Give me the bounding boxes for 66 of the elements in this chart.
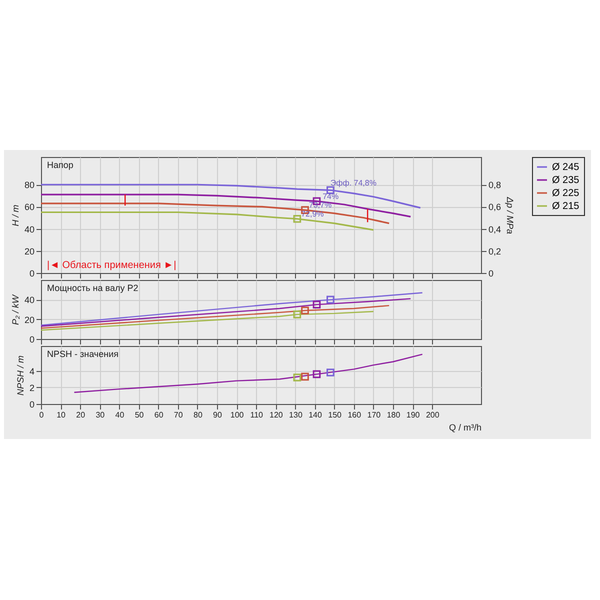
x-axis-title: Q / m³/h — [448, 422, 482, 432]
x-tick-label: 190 — [406, 410, 420, 420]
y-tick-label: 20 — [24, 246, 34, 256]
y-tick-label: 0 — [29, 334, 34, 344]
x-tick-label: 200 — [426, 410, 440, 420]
y2-tick-label: 0,6 — [488, 202, 502, 212]
line-series — [40, 304, 390, 329]
annotation: |◄ Область применения ►| — [47, 260, 176, 271]
y-tick-label: 0 — [29, 268, 34, 278]
annotation: 74% — [322, 192, 339, 201]
legend-label: Ø 235 — [552, 175, 580, 186]
y-axis-title: NPSH / m — [15, 355, 26, 396]
x-tick-label: 170 — [367, 410, 382, 420]
x-tick-label: 70 — [174, 410, 184, 420]
x-tick-label: 130 — [289, 410, 303, 420]
y-tick-label: 4 — [29, 366, 34, 376]
point — [293, 214, 302, 223]
x-tick-label: 140 — [308, 410, 322, 420]
chart-title: Мощность на валу P2 — [47, 283, 138, 293]
point — [312, 300, 321, 308]
x-tick-label: 100 — [230, 410, 244, 420]
y-tick-label: 2 — [29, 382, 34, 393]
x-tick-label: 10 — [56, 410, 66, 420]
y2-tick-label: 0,8 — [488, 180, 502, 190]
y-tick-label: 60 — [24, 202, 34, 212]
x-tick-label: 30 — [96, 410, 106, 420]
annotation: 73,7% — [308, 200, 332, 210]
legend-label: Ø 215 — [552, 201, 580, 212]
legend-label: Ø 225 — [552, 188, 580, 199]
x-tick-label: 120 — [269, 410, 284, 420]
chart-title: NPSH - значения — [47, 349, 119, 359]
y-tick-label: 20 — [24, 314, 34, 325]
x-tick-label: 90 — [213, 410, 222, 420]
line-series — [40, 298, 412, 327]
y-tick-label: 40 — [24, 224, 34, 234]
line-series — [74, 354, 423, 393]
x-tick-label: 80 — [193, 410, 203, 420]
legend-label: Ø 245 — [552, 162, 580, 173]
annotation: Эфф. 74,8% — [330, 178, 376, 188]
y-tick-label: 0 — [29, 400, 34, 410]
y2-tick-label: 0,2 — [488, 246, 502, 256]
line-series — [40, 211, 374, 231]
x-tick-label: 40 — [115, 410, 125, 420]
point — [293, 310, 302, 318]
y-axis-title: H / m — [10, 204, 20, 226]
point — [326, 296, 334, 304]
chart-title: Напор — [47, 160, 74, 170]
x-tick-label: 110 — [250, 410, 264, 420]
x-tick-label: 50 — [134, 410, 144, 420]
x-tick-label: 150 — [328, 410, 342, 420]
y2-axis-title: Δp / MPa — [505, 196, 516, 234]
point — [301, 306, 309, 314]
x-tick-label: 20 — [76, 410, 86, 420]
x-tick-label: 180 — [386, 410, 401, 420]
x-tick-label: 60 — [154, 410, 164, 420]
y2-tick-label: 0 — [488, 268, 494, 278]
line-series — [40, 194, 412, 218]
y2-tick-label: 0,4 — [488, 224, 502, 234]
line-series — [40, 310, 374, 331]
y-tick-label: 40 — [24, 295, 34, 306]
y-tick-label: 80 — [24, 180, 34, 190]
line-series — [40, 292, 423, 326]
x-tick-label: 0 — [39, 410, 44, 420]
y-axis-title: P₂ / kW — [10, 294, 20, 325]
line-series — [40, 202, 390, 224]
x-tick-label: 160 — [348, 410, 362, 420]
